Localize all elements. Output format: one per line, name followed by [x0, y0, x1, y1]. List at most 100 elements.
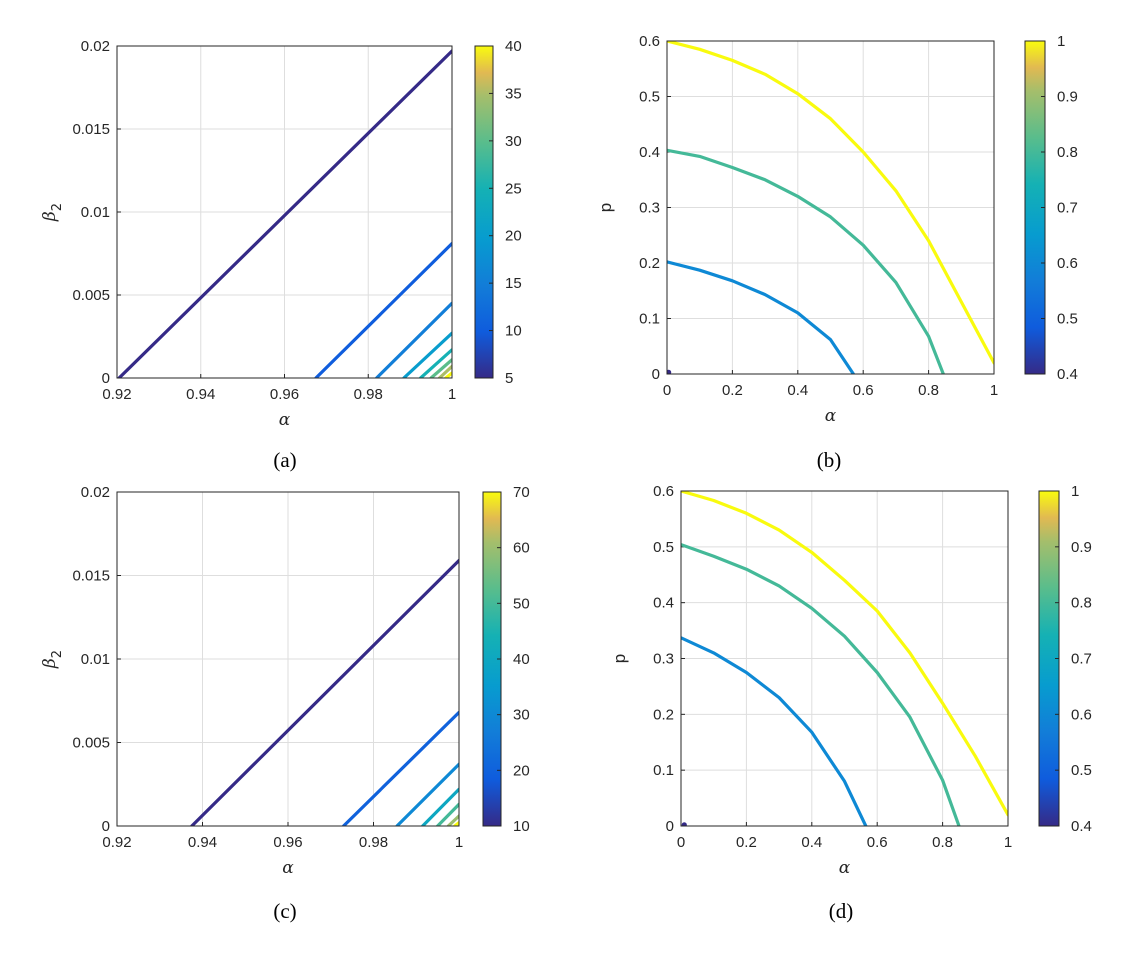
x-tick-label: 0.98: [354, 386, 383, 403]
y-tick-label: 0.2: [653, 706, 674, 723]
chart-panel-c: 0.92 0.94 0.96 0.98 100.0050.010.0150.02αβ21…: [40, 484, 530, 923]
x-tick-label: 1: [1004, 834, 1012, 851]
x-tick-label: 0.94: [186, 386, 215, 403]
contour-line: [453, 821, 459, 826]
y-tick-label: 0: [666, 818, 674, 835]
colorbar-tick-label: 10: [505, 323, 522, 340]
colorbar-tick-label: 30: [513, 707, 530, 724]
colorbar-tick-label: 0.7: [1057, 200, 1078, 217]
y-tick-label: 0.3: [653, 651, 674, 668]
axes-box: [116, 491, 460, 827]
colorbar-tick-label: 0.4: [1071, 818, 1092, 835]
contour-line: [444, 371, 452, 378]
x-tick-label: 0.2: [736, 834, 757, 851]
contour-group: [117, 49, 452, 378]
contour-line: [375, 301, 452, 378]
y-tick-label: 0.02: [81, 484, 110, 501]
contour-line: [437, 364, 452, 378]
x-tick-label: 0.8: [932, 834, 953, 851]
colorbar: [1039, 491, 1059, 826]
colorbar-tick-label: 35: [505, 85, 522, 102]
y-axis-label-subscript: 2: [50, 203, 65, 211]
colorbar-tick-label: 25: [505, 180, 522, 197]
contour-line: [314, 241, 452, 378]
colorbar: [483, 492, 501, 826]
axes-box: [666, 40, 995, 375]
y-tick-label: 0.01: [81, 651, 110, 668]
contour-line: [429, 358, 452, 378]
y-tick-label: 0.015: [72, 121, 110, 138]
colorbar-tick-label: 1: [1057, 33, 1065, 50]
y-tick-label: 0.4: [639, 144, 660, 161]
y-tick-label: 0.5: [653, 539, 674, 556]
x-tick-label: 1: [448, 386, 456, 403]
x-tick-label: 0.2: [722, 382, 743, 399]
colorbar-tick-label: 0.8: [1071, 595, 1092, 612]
x-tick-label: 0.4: [801, 834, 822, 851]
y-tick-label: 0.1: [653, 762, 674, 779]
x-tick-label: 0.6: [853, 382, 874, 399]
x-tick-label: 0.94: [188, 834, 217, 851]
colorbar-tick-label: 40: [505, 38, 522, 55]
chart-panel-d: 0 0.2 0.4 0.6 0.8 1 0 0.1 0.2 0.3 0.4 0.5 0.6 α p 0.4 0.…: [610, 483, 1092, 923]
y-tick-label: 0: [652, 366, 660, 383]
contour-line: [436, 802, 459, 826]
panel-caption: (a): [273, 448, 296, 472]
x-tick-label: 0.8: [918, 382, 939, 399]
contour-line: [418, 348, 452, 378]
panel-caption: (c): [273, 899, 296, 923]
axes-box: [680, 490, 1009, 827]
y-axis-label-symbol: β: [40, 211, 60, 222]
colorbar-tick-label: 1: [1071, 483, 1079, 500]
y-tick-label: 0.1: [639, 311, 660, 328]
colorbar-tick-label: 5: [505, 370, 513, 387]
y-tick-label: 0.2: [639, 255, 660, 272]
contour-line: [117, 49, 452, 378]
x-axis-label: α: [839, 858, 851, 878]
contour-line: [681, 636, 868, 826]
colorbar-tick-label: 50: [513, 595, 530, 612]
colorbar-tick-label: 20: [505, 228, 522, 245]
colorbar-tick-label: 0.6: [1057, 255, 1078, 272]
x-axis-label: α: [279, 410, 291, 430]
contour-point: [681, 822, 687, 826]
x-tick-label: 0.92: [102, 834, 131, 851]
y-axis-label: p: [610, 654, 629, 663]
contour-group: [190, 558, 459, 826]
colorbar-tick-label: 70: [513, 484, 530, 501]
colorbar-tick-label: 0.6: [1071, 706, 1092, 723]
colorbar-tick-label: 0.4: [1057, 366, 1078, 383]
y-axis-label-symbol: β: [40, 658, 60, 669]
x-tick-label: 0.6: [867, 834, 888, 851]
colorbar-tick-label: 0.9: [1057, 89, 1078, 106]
x-tick-label: 1: [990, 382, 998, 399]
contour-line: [681, 491, 1008, 817]
panel-caption: (d): [829, 899, 854, 923]
contour-line: [667, 260, 855, 374]
contour-line: [402, 331, 452, 378]
x-tick-label: 0: [677, 834, 685, 851]
colorbar-tick-label: 0.5: [1057, 311, 1078, 328]
y-tick-label: 0.5: [639, 89, 660, 106]
colorbar-tick-label: 0.5: [1071, 762, 1092, 779]
chart-panel-b: 0 0.2 0.4 0.6 0.8 1 0 0.1 0.2 0.3 0.4 0.5 0.6 α p 0.4 0.…: [596, 33, 1078, 472]
colorbar-tick-label: 30: [505, 133, 522, 150]
chart-panel-a: 0.92 0.94 0.96 0.98 100.0050.010.0150.02αβ25…: [40, 38, 522, 472]
x-tick-label: 0.96: [273, 834, 302, 851]
colorbar-tick-label: 0.7: [1071, 651, 1092, 668]
contour-group: [667, 41, 994, 374]
y-tick-label: 0: [102, 370, 110, 387]
y-tick-label: 0.6: [639, 33, 660, 50]
x-tick-label: 1: [455, 834, 463, 851]
contour-line: [446, 814, 459, 826]
contour-group: [681, 491, 1008, 826]
y-tick-label: 0.005: [72, 735, 110, 752]
colorbar: [1025, 41, 1045, 374]
contour-line: [190, 558, 459, 826]
x-axis-label: α: [825, 406, 837, 426]
contour-line: [667, 41, 994, 365]
x-tick-label: 0.92: [102, 386, 131, 403]
y-tick-label: 0.3: [639, 200, 660, 217]
y-tick-label: 0.6: [653, 483, 674, 500]
